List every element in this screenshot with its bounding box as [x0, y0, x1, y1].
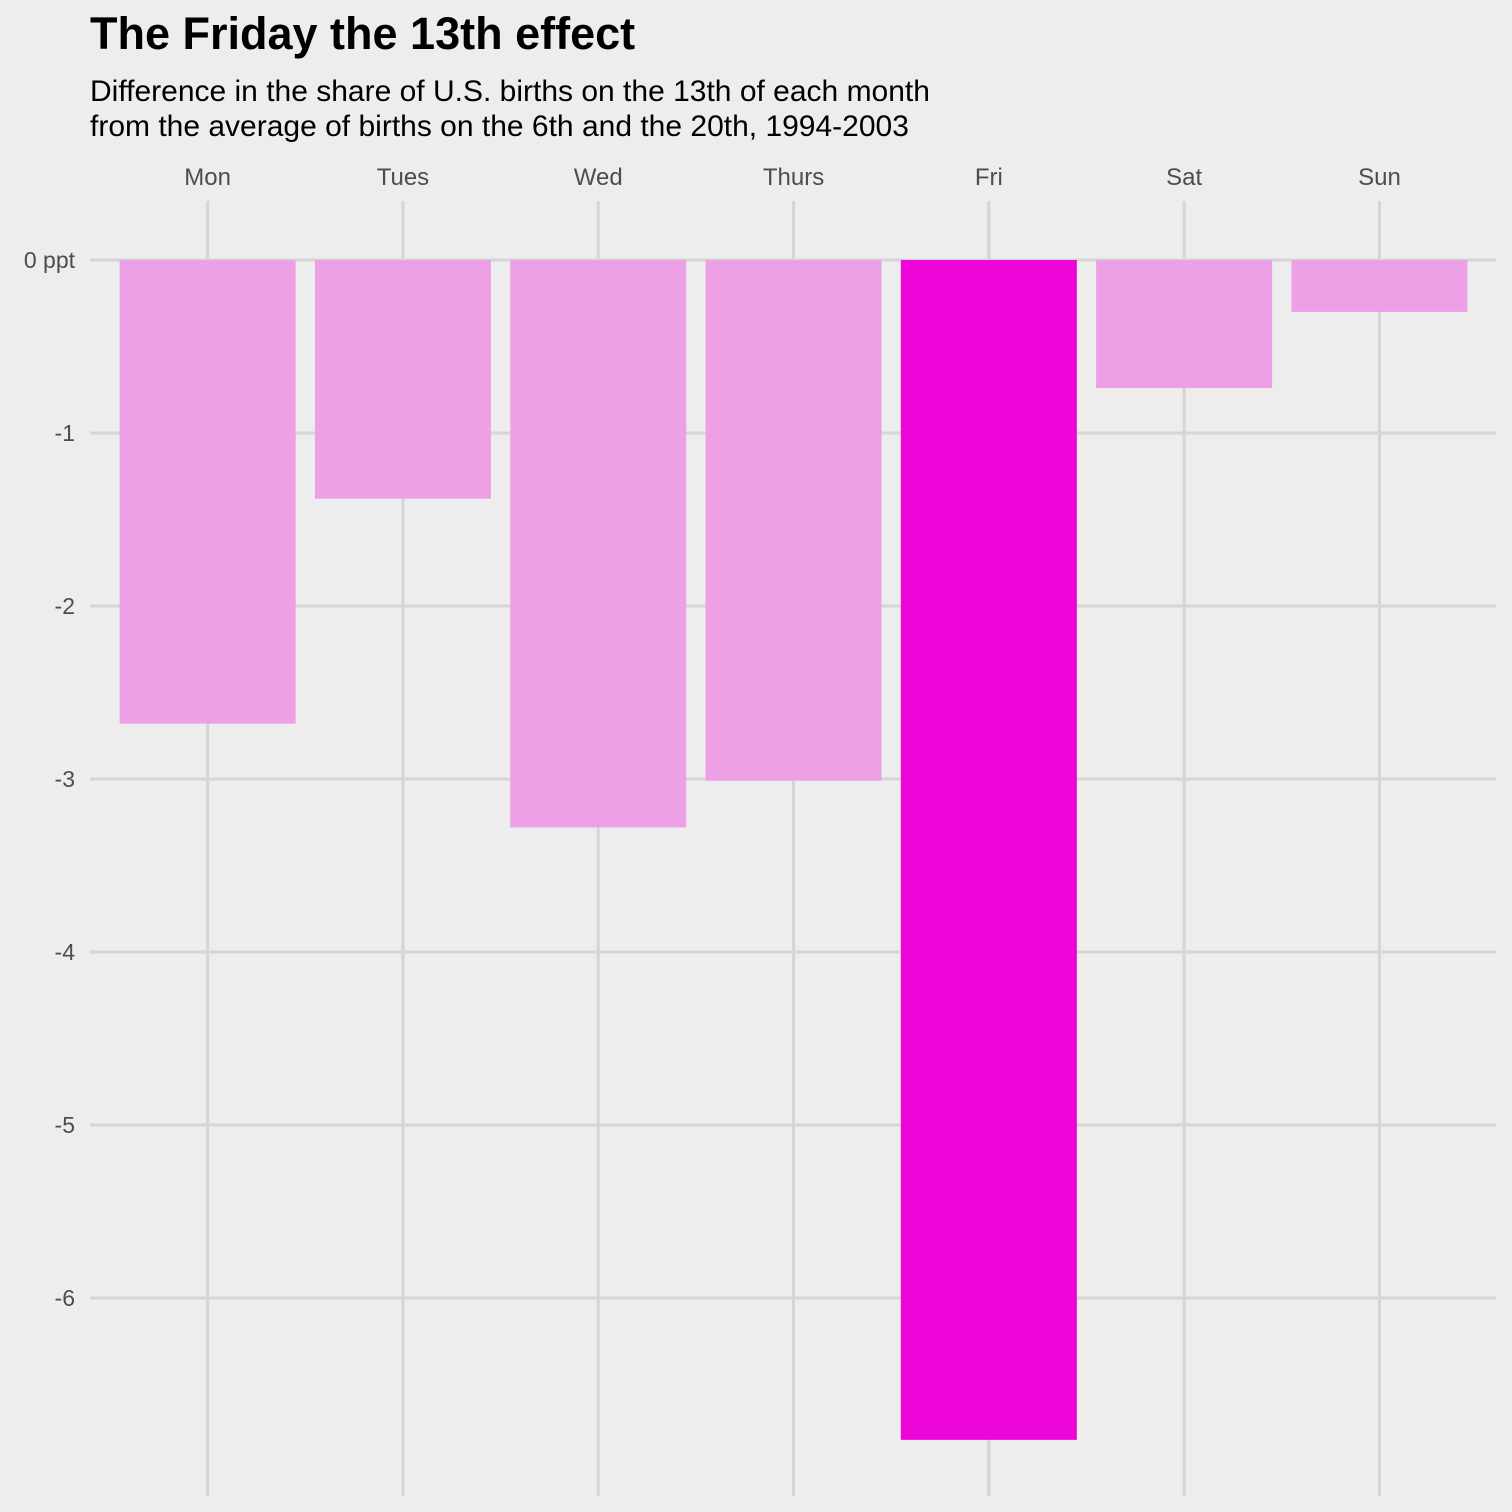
y-tick-label: 0 ppt [24, 247, 76, 273]
x-tick-label: Mon [184, 164, 231, 191]
bar-mon [119, 260, 296, 724]
x-tick-label: Sat [1166, 164, 1202, 191]
y-tick-label: -2 [55, 593, 75, 619]
x-tick-label: Sun [1358, 164, 1401, 191]
bar-tues [314, 260, 491, 499]
x-tick-label: Thurs [763, 164, 824, 191]
y-tick-label: -6 [55, 1285, 75, 1311]
x-tick-label: Wed [574, 164, 623, 191]
axis-labels: 0 ppt -1 -2 -3 -4 -5 -6 Mon Tues Wed Thurs Fri Sat Su… [24, 164, 1401, 1311]
y-tick-label: -3 [55, 766, 75, 792]
x-tick-label: Tues [377, 164, 429, 191]
bar-sat [1096, 260, 1273, 389]
y-tick-label: -1 [55, 420, 75, 446]
bar-thurs [705, 260, 882, 781]
chart-subtitle: Difference in the share of U.S. births o… [90, 74, 930, 144]
y-tick-label: -5 [55, 1112, 75, 1138]
bar-wed [510, 260, 687, 828]
chart-subtitle-line-2: from the average of births on the 6th an… [90, 110, 909, 143]
chart-subtitle-line-1: Difference in the share of U.S. births o… [90, 75, 930, 108]
bar-fri [900, 260, 1077, 1440]
bars [119, 260, 1468, 1440]
chart-title: The Friday the 13th effect [90, 8, 636, 59]
bar-sun [1291, 260, 1468, 312]
y-tick-label: -4 [55, 939, 76, 965]
x-tick-label: Fri [975, 164, 1003, 191]
